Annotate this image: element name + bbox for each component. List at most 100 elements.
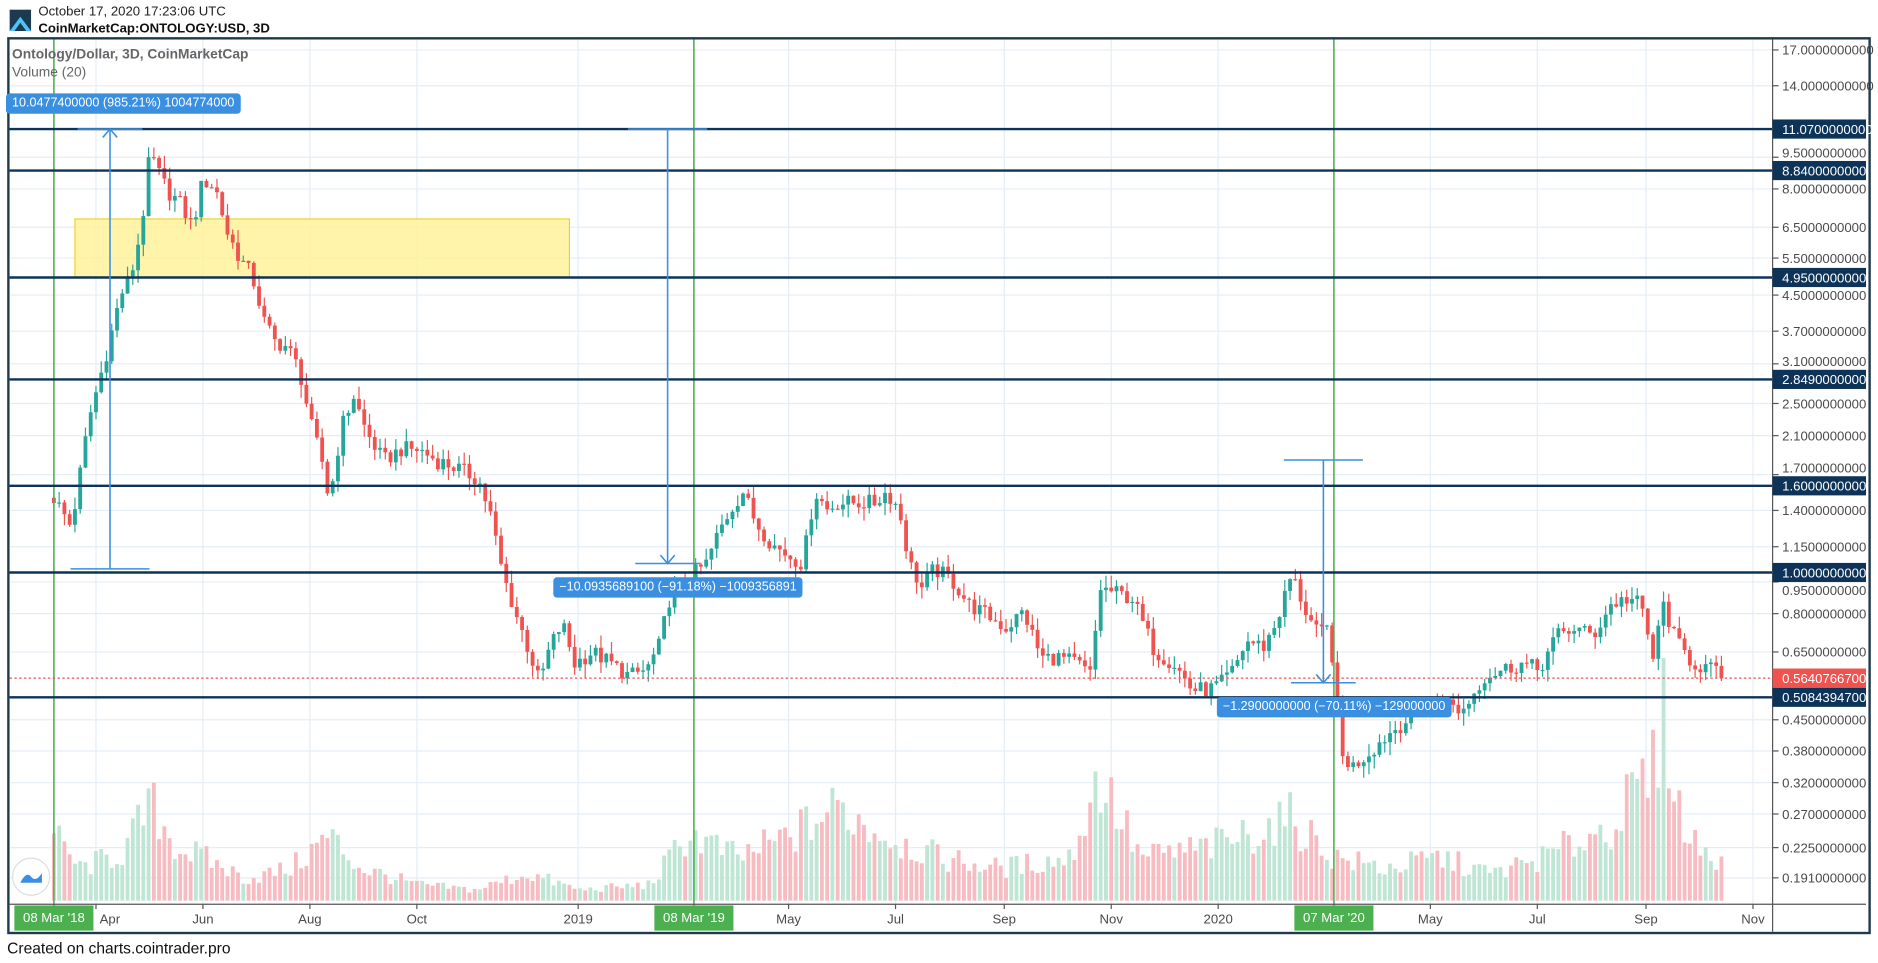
level-price-badge bbox=[1772, 562, 1867, 583]
candle-body bbox=[1314, 620, 1319, 625]
measurement-label-1: 10.0477400000 (985.21%) 1004774000 bbox=[5, 93, 241, 114]
candle-body bbox=[151, 157, 156, 159]
volume-bar bbox=[99, 849, 104, 901]
volume-bar bbox=[1198, 838, 1203, 901]
candle-body bbox=[656, 638, 661, 655]
level-price-badge bbox=[1772, 369, 1867, 389]
candle-body bbox=[1203, 682, 1208, 697]
volume-bar bbox=[351, 868, 356, 901]
candle-body bbox=[330, 481, 335, 494]
candle-body bbox=[578, 658, 582, 668]
volume-bar bbox=[1051, 866, 1056, 901]
candle-body bbox=[593, 647, 598, 656]
volume-bar bbox=[720, 855, 724, 901]
volume-bar bbox=[1472, 864, 1477, 901]
volume-bar bbox=[772, 840, 777, 901]
candle-body bbox=[804, 535, 809, 570]
candle-body bbox=[1519, 662, 1524, 673]
candle-body bbox=[499, 535, 503, 564]
volume-bar bbox=[1203, 838, 1208, 901]
volume-bar bbox=[972, 863, 977, 901]
volume-bar bbox=[714, 834, 719, 901]
candle-body bbox=[288, 346, 293, 349]
candle-body bbox=[1135, 601, 1140, 605]
candle-body bbox=[1346, 756, 1350, 767]
level-price-label: 11.0700000000 bbox=[1782, 122, 1872, 137]
volume-bar bbox=[604, 885, 609, 901]
volume-bar bbox=[1277, 801, 1282, 901]
candle-body bbox=[977, 605, 982, 615]
candle-body bbox=[1004, 629, 1008, 632]
brand-watermark-icon bbox=[11, 857, 51, 896]
volume-bar bbox=[1445, 851, 1450, 901]
candle-body bbox=[146, 157, 151, 217]
volume-bar bbox=[730, 840, 735, 901]
candle-body bbox=[478, 483, 482, 485]
candle-body bbox=[1451, 699, 1456, 705]
candle-body bbox=[430, 455, 435, 459]
volume-bar bbox=[656, 879, 661, 901]
volume-bar bbox=[1451, 870, 1456, 901]
candle-body bbox=[1077, 656, 1082, 661]
level-price-badge bbox=[1772, 119, 1867, 139]
chart-timestamp: October 17, 2020 17:23:06 UTC bbox=[38, 4, 226, 20]
volume-bar bbox=[662, 855, 667, 901]
volume-bar bbox=[1161, 852, 1166, 901]
volume-bar bbox=[167, 838, 172, 901]
candle-body bbox=[567, 623, 572, 647]
volume-bar bbox=[162, 826, 167, 901]
candle-body bbox=[88, 412, 93, 437]
candle-body bbox=[1040, 648, 1045, 656]
price-tick-label: 3.1000000000 bbox=[1782, 354, 1866, 369]
volume-bar bbox=[241, 883, 246, 901]
volume-bar bbox=[1314, 835, 1319, 901]
volume-bar bbox=[1577, 846, 1582, 901]
candle-body bbox=[983, 605, 987, 607]
candle-body bbox=[1051, 654, 1056, 666]
volume-bar bbox=[725, 841, 730, 901]
candle-body bbox=[1503, 663, 1508, 671]
time-tick-label: Aug bbox=[298, 911, 321, 926]
price-tick-label: 5.5000000000 bbox=[1782, 251, 1866, 266]
candle-body bbox=[756, 518, 761, 530]
volume-bar bbox=[1398, 872, 1403, 901]
candle-body bbox=[1177, 667, 1182, 671]
volume-bar bbox=[646, 880, 651, 901]
volume-bar bbox=[1251, 853, 1256, 901]
candle-body bbox=[1587, 625, 1592, 633]
volume-bar bbox=[804, 806, 809, 901]
volume-bar bbox=[1661, 657, 1666, 901]
volume-bar bbox=[935, 844, 940, 901]
volume-bar bbox=[599, 891, 603, 901]
volume-bar bbox=[698, 853, 703, 901]
candle-body bbox=[735, 505, 740, 512]
volume-bar bbox=[819, 821, 824, 901]
price-tick-label: 17.0000000000 bbox=[1782, 43, 1873, 58]
candle-body bbox=[104, 361, 109, 373]
candle-body bbox=[162, 168, 167, 179]
volume-bar bbox=[556, 880, 561, 901]
candle-body bbox=[614, 661, 619, 664]
volume-bar bbox=[977, 871, 982, 901]
volume-bar bbox=[83, 862, 88, 901]
candle-body bbox=[830, 508, 835, 510]
candle-body bbox=[1640, 595, 1645, 609]
candle-body bbox=[1619, 597, 1624, 607]
volume-bar bbox=[304, 865, 309, 901]
candle-body bbox=[1398, 730, 1403, 734]
candle-body bbox=[1140, 604, 1145, 621]
measurement-label-3: −1.2900000000 (−70.11%) −129000000 bbox=[1216, 697, 1452, 718]
volume-bar bbox=[141, 825, 146, 901]
candle-body bbox=[1514, 672, 1519, 674]
candle-body bbox=[798, 566, 803, 570]
candle-body bbox=[130, 270, 135, 277]
time-tick-label: Jul bbox=[887, 911, 904, 926]
volume-bar bbox=[1193, 850, 1198, 901]
time-tick-label: Jun bbox=[192, 911, 213, 926]
volume-bar bbox=[1409, 851, 1413, 901]
volume-bar bbox=[1582, 850, 1587, 901]
time-tick-label: Oct bbox=[407, 911, 428, 926]
candle-body bbox=[1061, 653, 1066, 657]
volume-bar bbox=[1540, 846, 1545, 901]
